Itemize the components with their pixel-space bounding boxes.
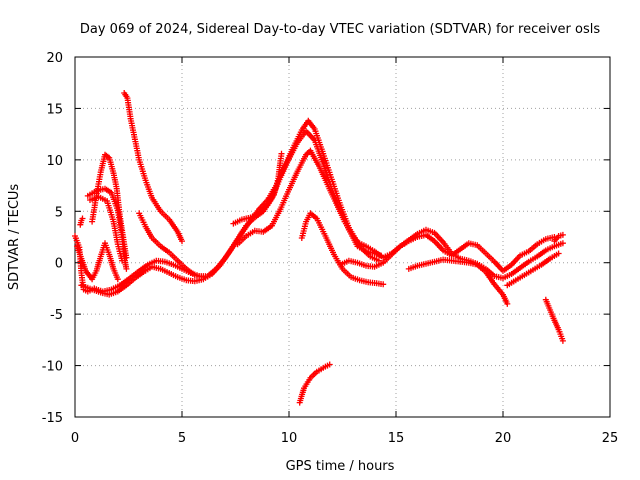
data-point-markers bbox=[234, 147, 382, 264]
series-track-8 bbox=[89, 151, 130, 261]
series-track-16 bbox=[504, 250, 562, 289]
data-point-markers bbox=[121, 90, 185, 245]
axis-ticks: 0 5 10 15 20 25 -15 -10 -5 0 5 10 15 20 bbox=[42, 51, 619, 446]
data-point-markers bbox=[230, 150, 285, 227]
data-point-markers bbox=[405, 256, 511, 307]
data-point-markers bbox=[504, 250, 562, 289]
data-point-markers bbox=[298, 210, 387, 288]
y-tick-label: -15 bbox=[42, 411, 63, 426]
plot-area-frame bbox=[74, 56, 611, 418]
series-track-9 bbox=[74, 240, 121, 283]
grid-lines bbox=[75, 57, 610, 417]
data-point-markers bbox=[77, 215, 86, 228]
data-point-markers bbox=[136, 210, 207, 281]
x-tick-label: 5 bbox=[178, 431, 186, 446]
data-point-markers bbox=[551, 231, 566, 245]
y-tick-label: 0 bbox=[55, 257, 63, 272]
y-tick-label: -10 bbox=[42, 360, 63, 375]
y-tick-label: 20 bbox=[46, 51, 63, 66]
y-tick-label: 15 bbox=[46, 102, 63, 117]
chart-title: Day 069 of 2024, Sidereal Day-to-day VTE… bbox=[80, 22, 600, 37]
series-track-15 bbox=[405, 256, 511, 307]
series-track-12 bbox=[77, 215, 86, 228]
series-track-4 bbox=[230, 150, 285, 227]
y-tick-label: -5 bbox=[50, 308, 63, 323]
x-tick-label: 15 bbox=[388, 431, 405, 446]
series-track-10 bbox=[121, 90, 185, 245]
x-axis-label: GPS time / hours bbox=[286, 459, 395, 474]
data-point-markers bbox=[89, 151, 130, 261]
y-tick-label: 10 bbox=[46, 154, 63, 169]
x-tick-label: 25 bbox=[602, 431, 619, 446]
series-track-5 bbox=[298, 210, 387, 288]
y-axis-label: SDTVAR / TECUs bbox=[7, 184, 22, 291]
x-tick-label: 10 bbox=[281, 431, 298, 446]
series-track-13 bbox=[296, 361, 333, 406]
data-point-markers bbox=[74, 240, 121, 283]
series-track-11 bbox=[136, 210, 207, 281]
x-tick-label: 20 bbox=[495, 431, 512, 446]
series-track-3 bbox=[234, 147, 382, 264]
series-track-18 bbox=[551, 231, 566, 245]
x-tick-label: 0 bbox=[71, 431, 79, 446]
data-points bbox=[72, 90, 566, 406]
data-point-markers bbox=[296, 361, 333, 406]
y-tick-label: 5 bbox=[55, 205, 63, 220]
data-point-markers bbox=[542, 296, 566, 344]
series-track-17 bbox=[542, 296, 566, 344]
